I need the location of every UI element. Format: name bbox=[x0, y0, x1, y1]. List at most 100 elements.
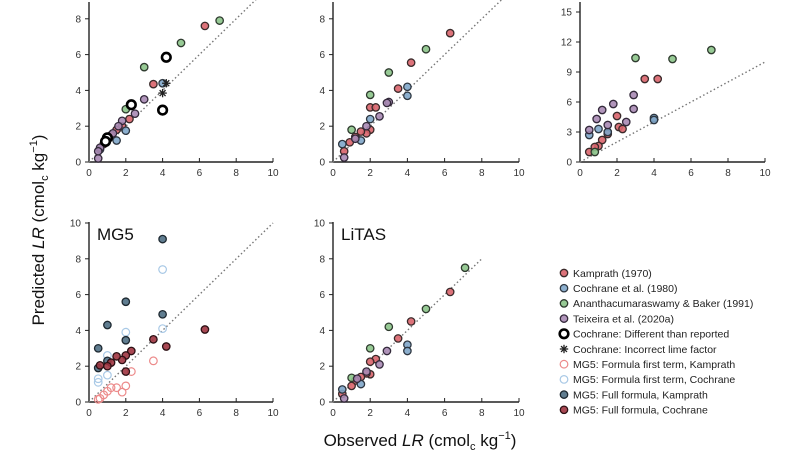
data-point bbox=[406, 58, 416, 68]
legend-item: Ananthacumaraswamy & Baker (1991) bbox=[559, 298, 753, 310]
x-tick-label: 8 bbox=[725, 168, 731, 179]
data-point bbox=[200, 325, 210, 334]
x-tick-label: 2 bbox=[123, 408, 129, 419]
data-point bbox=[393, 84, 403, 93]
legend-label: Cochrane: Different than reported bbox=[573, 329, 729, 341]
data-point-open bbox=[112, 383, 121, 393]
data-point bbox=[382, 98, 392, 108]
x-tick-label: 6 bbox=[197, 168, 203, 179]
data-point bbox=[384, 68, 394, 77]
data-point bbox=[200, 21, 210, 31]
x-tick-label: 4 bbox=[160, 408, 166, 419]
data-point bbox=[352, 374, 362, 384]
data-point bbox=[347, 381, 356, 391]
data-point bbox=[603, 127, 613, 137]
data-point bbox=[421, 44, 431, 54]
data-point bbox=[594, 124, 603, 134]
legend-label: Kamprath (1970) bbox=[573, 268, 652, 280]
legend-item: Kamprath (1970) bbox=[559, 268, 652, 280]
y-tick-label: 2 bbox=[75, 122, 81, 133]
data-point bbox=[384, 322, 394, 332]
reference-line-1to1 bbox=[579, 61, 766, 163]
data-point bbox=[403, 91, 412, 101]
data-point bbox=[93, 146, 103, 156]
x-tick-label: 6 bbox=[442, 408, 448, 419]
panel-5: 0 2 4 6 8 10 0 2 4 6 8 10 LiTAS bbox=[314, 219, 525, 420]
panel-title: LiTAS bbox=[341, 225, 386, 244]
data-point bbox=[112, 136, 121, 145]
x-tick-label: 6 bbox=[442, 168, 448, 179]
data-point bbox=[215, 16, 224, 25]
series-cochrane-different-than-reported bbox=[99, 51, 172, 148]
y-tick-label: 6 bbox=[319, 290, 325, 301]
data-point bbox=[350, 134, 360, 144]
data-point bbox=[559, 314, 569, 323]
data-point bbox=[612, 111, 622, 121]
series-teixeira-et-al-2020a- bbox=[339, 97, 394, 162]
data-point bbox=[406, 317, 416, 326]
x-tick-label: 10 bbox=[267, 168, 279, 179]
marker-asterisk-icon bbox=[559, 344, 569, 354]
data-point bbox=[158, 309, 167, 319]
data-point bbox=[706, 45, 716, 55]
series-kamprath-1970- bbox=[339, 28, 455, 156]
series-teixeira-et-al-2020a- bbox=[93, 95, 149, 163]
x-tick-label: 4 bbox=[405, 408, 411, 419]
reference-line-1to1 bbox=[88, 222, 274, 403]
data-point bbox=[161, 342, 171, 351]
y-tick-label: 4 bbox=[319, 326, 325, 337]
series-cochrane-incorrect-lime-factor bbox=[158, 79, 171, 98]
x-tick-label: 4 bbox=[405, 168, 411, 179]
y-tick-label: 10 bbox=[314, 219, 326, 230]
x-tick-label: 10 bbox=[759, 168, 771, 179]
y-tick-label: 6 bbox=[566, 98, 572, 109]
legend-item: Cochrane: Different than reported bbox=[558, 328, 729, 341]
x-tick-label: 6 bbox=[197, 408, 203, 419]
data-point bbox=[559, 405, 569, 415]
y-tick-label: 12 bbox=[561, 38, 573, 49]
data-point bbox=[621, 117, 631, 127]
panel-1: 0 2 4 6 8 10 0 2 4 6 8 bbox=[75, 0, 279, 179]
data-point bbox=[445, 28, 455, 38]
data-point bbox=[103, 361, 112, 371]
reference-line-1to1 bbox=[332, 258, 483, 403]
data-point bbox=[592, 114, 602, 124]
data-point bbox=[629, 104, 639, 114]
data-point bbox=[608, 99, 618, 109]
data-point bbox=[371, 103, 381, 112]
data-point bbox=[347, 125, 356, 135]
x-tick-label: 10 bbox=[513, 168, 525, 179]
data-point bbox=[375, 360, 384, 369]
legend: Kamprath (1970) Cochrane et al. (1980) Ana… bbox=[558, 268, 753, 417]
x-tick-label: 0 bbox=[86, 408, 92, 419]
data-point-open bbox=[158, 265, 168, 274]
data-point bbox=[365, 114, 375, 124]
data-point-open bbox=[121, 381, 131, 391]
data-point bbox=[139, 62, 149, 72]
data-point-open bbox=[121, 327, 131, 337]
data-point bbox=[403, 82, 412, 92]
series-teixeira-et-al-2020a- bbox=[584, 90, 639, 135]
data-point bbox=[93, 343, 103, 353]
data-point bbox=[95, 360, 105, 370]
x-tick-label: 0 bbox=[330, 168, 336, 179]
data-point bbox=[112, 352, 121, 361]
legend-item: MG5: Full formula, Kamprath bbox=[559, 389, 708, 401]
y-tick-label: 6 bbox=[75, 290, 81, 301]
y-tick-label: 6 bbox=[75, 50, 81, 61]
series-mg5-full-formula-cochrane bbox=[95, 325, 210, 376]
data-point-open bbox=[93, 377, 103, 387]
data-point bbox=[114, 121, 123, 131]
y-tick-label: 15 bbox=[561, 8, 573, 19]
data-point bbox=[603, 120, 613, 130]
y-tick-label: 0 bbox=[75, 158, 81, 169]
legend-label: MG5: Formula first term, Cochrane bbox=[573, 374, 735, 386]
x-tick-label: 2 bbox=[367, 408, 373, 419]
legend-item: MG5: Formula first term, Kamprath bbox=[559, 359, 735, 371]
data-point bbox=[629, 90, 639, 100]
legend-label: Teixeira et al. (2020a) bbox=[573, 313, 674, 325]
data-point bbox=[445, 287, 455, 297]
data-point bbox=[365, 90, 375, 100]
x-tick-label: 8 bbox=[479, 168, 485, 179]
